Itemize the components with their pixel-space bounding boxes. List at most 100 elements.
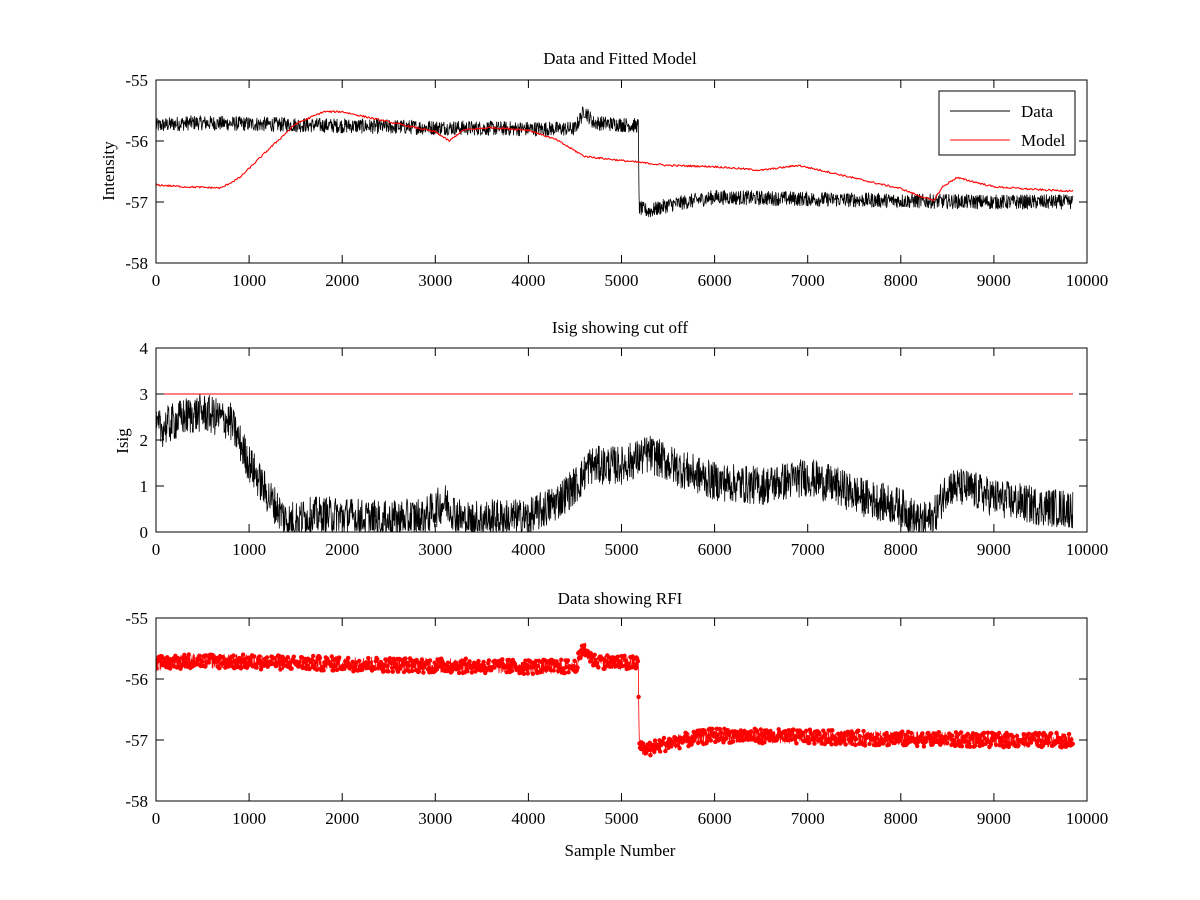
- data-point: [322, 663, 328, 668]
- data-point: [535, 663, 541, 669]
- data-point: [958, 730, 964, 735]
- data-point: [456, 670, 462, 676]
- y-tick-label: 2: [140, 431, 149, 450]
- data-point: [794, 741, 799, 746]
- y-tick-label: -57: [125, 731, 148, 750]
- data-point: [427, 658, 433, 663]
- data-point: [702, 731, 708, 736]
- panel-1-legend: Data Model: [938, 90, 1076, 156]
- data-point: [643, 751, 648, 756]
- panel-1-y-axis-label: Intensity: [99, 141, 118, 201]
- data-point: [861, 728, 866, 734]
- data-point: [944, 741, 950, 746]
- data-point: [578, 655, 583, 660]
- panel-data-showing-rfi: Data showing RFI Sample Number 0 1000 2000…: [125, 589, 1108, 860]
- data-point: [508, 663, 513, 668]
- data-point: [829, 742, 834, 747]
- data-point: [203, 664, 208, 669]
- data-point: [1069, 737, 1074, 742]
- data-point: [254, 665, 259, 670]
- data-point: [633, 666, 638, 671]
- data-point: [975, 732, 980, 737]
- data-point: [337, 655, 342, 660]
- x-tick-label: 10000: [1066, 540, 1109, 559]
- x-tick-label: 0: [152, 540, 161, 559]
- data-point: [788, 733, 793, 738]
- x-tick-label: 9000: [977, 809, 1011, 828]
- data-point: [817, 731, 822, 737]
- data-point: [856, 728, 861, 733]
- data-point: [884, 730, 889, 736]
- data-point: [317, 655, 323, 661]
- data-point: [936, 730, 941, 735]
- y-tick-label: -58: [125, 254, 148, 273]
- data-point: [258, 667, 264, 672]
- data-point: [200, 659, 205, 664]
- data-point: [731, 739, 736, 744]
- data-point: [921, 744, 927, 749]
- data-point: [938, 733, 944, 739]
- panel-2-y-axis-label: Isig: [113, 428, 132, 454]
- x-tick-label: 3000: [418, 271, 452, 290]
- y-tick-label: -57: [125, 193, 148, 212]
- data-point: [311, 653, 316, 659]
- x-tick-label: 4000: [511, 809, 545, 828]
- data-point: [518, 665, 524, 670]
- data-point: [453, 660, 458, 665]
- y-tick-label: 0: [140, 523, 149, 542]
- data-point: [252, 654, 257, 659]
- data-point: [812, 741, 817, 746]
- x-tick-label: 0: [152, 271, 161, 290]
- y-tick-label: 3: [140, 385, 149, 404]
- data-point: [841, 738, 846, 744]
- data-point: [608, 664, 613, 669]
- data-point: [360, 667, 365, 672]
- x-tick-label: 6000: [698, 271, 732, 290]
- data-point: [665, 740, 670, 745]
- data-point: [530, 671, 536, 676]
- data-point: [652, 749, 657, 754]
- data-point: [1046, 737, 1051, 742]
- data-point: [331, 668, 336, 673]
- data-point: [278, 667, 283, 672]
- data-point: [615, 654, 620, 659]
- data-point: [491, 665, 497, 670]
- data-point: [1057, 735, 1062, 741]
- data-point: [965, 731, 970, 737]
- data-point: [963, 739, 968, 744]
- data-point: [182, 652, 187, 658]
- data-point: [592, 652, 597, 657]
- data-point: [655, 745, 661, 751]
- data-point: [476, 658, 481, 664]
- data-point: [387, 656, 393, 661]
- data-point: [1061, 733, 1067, 738]
- data-point: [792, 737, 798, 742]
- data-point: [285, 655, 290, 660]
- data-point: [1040, 743, 1046, 748]
- data-point: [724, 736, 729, 741]
- panel-3-title: Data showing RFI: [558, 589, 683, 608]
- data-point: [862, 743, 868, 748]
- data-point: [329, 654, 334, 659]
- data-point: [1066, 731, 1072, 737]
- data-point: [168, 666, 173, 671]
- data-point: [853, 737, 859, 742]
- data-point: [952, 738, 957, 744]
- panel-3-x-axis-label: Sample Number: [565, 841, 676, 860]
- data-point: [594, 660, 600, 666]
- data-point: [740, 733, 745, 739]
- x-tick-label: 10000: [1066, 809, 1109, 828]
- data-point: [970, 736, 975, 741]
- data-point: [588, 659, 593, 664]
- data-point: [903, 732, 908, 738]
- data-point: [999, 739, 1005, 744]
- data-point: [973, 743, 978, 748]
- data-point: [967, 744, 973, 749]
- data-point: [409, 658, 414, 663]
- data-point: [566, 670, 571, 675]
- data-point: [805, 734, 810, 740]
- x-tick-label: 5000: [605, 809, 639, 828]
- data-point: [559, 657, 564, 662]
- data-point: [754, 729, 760, 734]
